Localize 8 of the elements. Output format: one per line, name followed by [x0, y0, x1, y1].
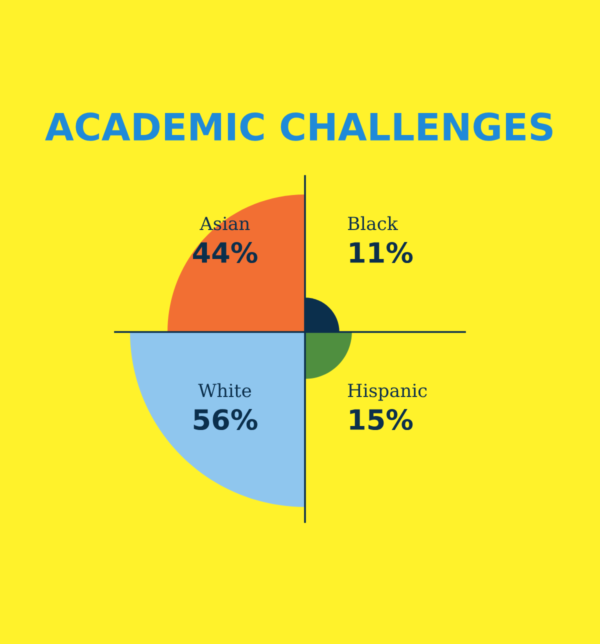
text: ACADEMIC CHALLENGES [45, 112, 552, 141]
category-label: White [198, 383, 252, 398]
category-label: Black [348, 216, 398, 230]
data-label: 44% [193, 242, 258, 264]
data-label: 11% [350, 242, 413, 264]
data-label: 15% [350, 409, 413, 430]
data-label: 56% [194, 409, 258, 430]
category-label: Hispanic [348, 384, 427, 401]
